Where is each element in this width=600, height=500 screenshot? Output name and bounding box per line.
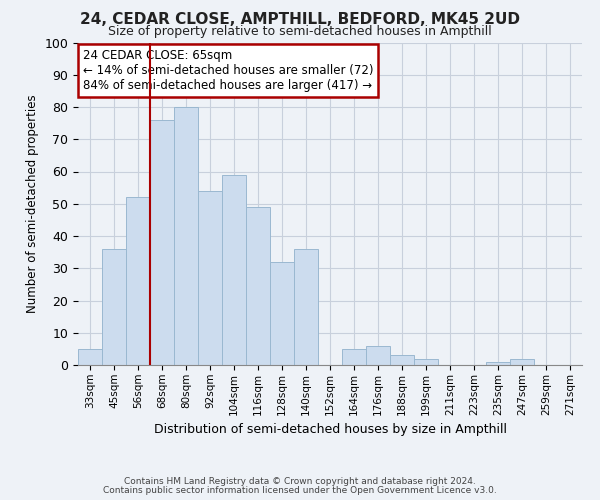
Text: 24, CEDAR CLOSE, AMPTHILL, BEDFORD, MK45 2UD: 24, CEDAR CLOSE, AMPTHILL, BEDFORD, MK45… [80,12,520,28]
Bar [486,362,510,365]
Bar [342,349,366,365]
Bar [510,358,534,365]
Bar [78,349,102,365]
Bar [150,120,174,365]
Text: 24 CEDAR CLOSE: 65sqm
← 14% of semi-detached houses are smaller (72)
84% of semi: 24 CEDAR CLOSE: 65sqm ← 14% of semi-deta… [83,49,374,92]
Bar [126,198,150,365]
Bar [390,356,414,365]
Bar [198,191,222,365]
Bar [366,346,390,365]
X-axis label: Distribution of semi-detached houses by size in Ampthill: Distribution of semi-detached houses by … [154,423,506,436]
Bar [414,358,438,365]
Bar [270,262,294,365]
Bar [174,107,198,365]
Bar [246,207,270,365]
Y-axis label: Number of semi-detached properties: Number of semi-detached properties [26,94,39,313]
Bar [222,174,246,365]
Bar [102,249,126,365]
Text: Contains HM Land Registry data © Crown copyright and database right 2024.: Contains HM Land Registry data © Crown c… [124,477,476,486]
Text: Contains public sector information licensed under the Open Government Licence v3: Contains public sector information licen… [103,486,497,495]
Text: Size of property relative to semi-detached houses in Ampthill: Size of property relative to semi-detach… [108,25,492,38]
Bar [294,249,318,365]
